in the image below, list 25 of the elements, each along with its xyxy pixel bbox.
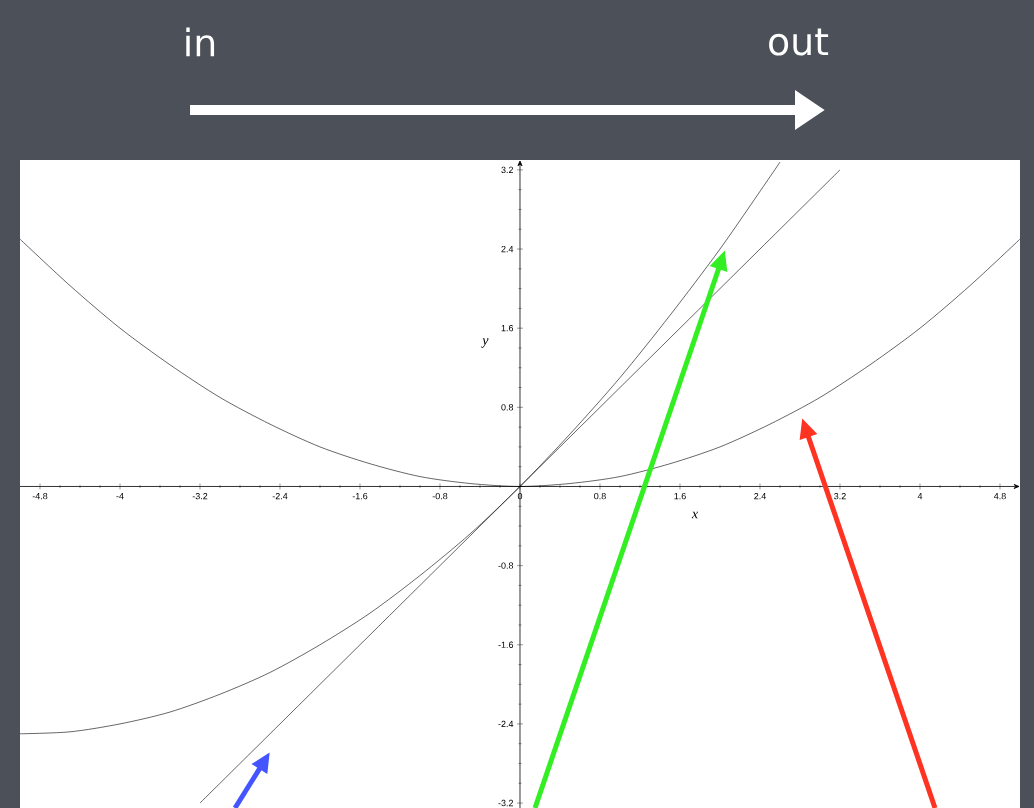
x-tick-label: -3.2 — [192, 492, 208, 500]
x-tick-label: -1.6 — [352, 492, 368, 500]
y-axis-title: y — [481, 338, 489, 348]
y-tick-label: -0.8 — [498, 562, 514, 569]
y-tick-label: 3.2 — [501, 166, 514, 174]
y-tick-label: -3.2 — [498, 799, 514, 807]
y-tick-label: -1.6 — [498, 641, 514, 648]
x-tick-label: -4.8 — [32, 492, 48, 500]
y-tick-label: -2.4 — [498, 720, 514, 728]
x-axis-title: x — [691, 511, 698, 519]
y-tick-label: 0.8 — [501, 404, 514, 411]
text: out — [769, 28, 829, 56]
x-tick-label: -0.8 — [432, 492, 448, 500]
x-tick-label: 2.4 — [754, 492, 766, 500]
x-tick-label: 0 — [517, 492, 523, 500]
x-tick-label: 4.8 — [993, 492, 1006, 500]
y-tick-label: 1.6 — [501, 325, 514, 332]
text: in — [186, 27, 215, 57]
x-tick-label: 4 — [917, 492, 923, 500]
x-tick-label: 0.8 — [594, 492, 606, 500]
y-tick-label: 2.4 — [501, 245, 514, 253]
x-tick-label: -2.4 — [272, 492, 288, 500]
x-tick-label: 1.6 — [674, 492, 686, 500]
x-tick-label: 3.2 — [834, 492, 846, 500]
x-tick-label: -4 — [116, 492, 124, 500]
